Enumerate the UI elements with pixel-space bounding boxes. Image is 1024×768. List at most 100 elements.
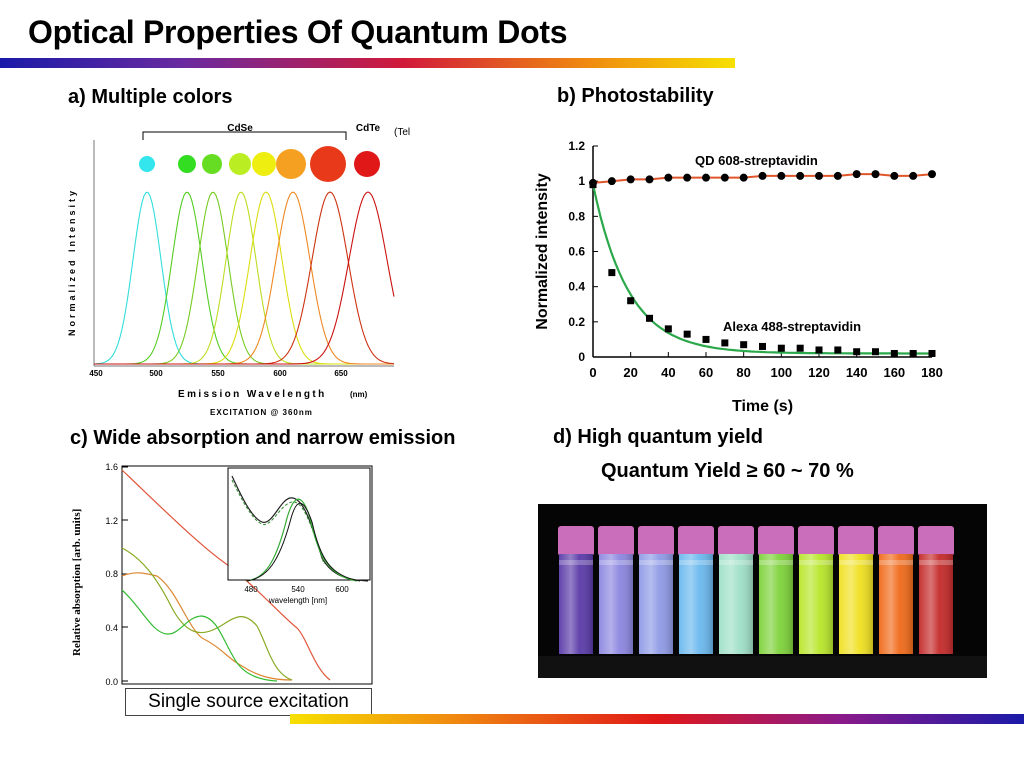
- alexa488-point: [759, 342, 766, 350]
- vial-shine: [799, 554, 833, 654]
- qd608-point: [909, 171, 918, 180]
- vial-rim: [879, 560, 913, 565]
- inset-emission-dark: [246, 502, 361, 582]
- quantum-dot-color-swatches: [139, 146, 380, 182]
- cdte-label: CdTe: [356, 123, 381, 134]
- series-label-qd608: QD 608-streptavidin: [695, 153, 818, 168]
- x-tick-label: 140: [846, 365, 868, 380]
- vial-rim: [599, 560, 633, 565]
- absorption-spectra-figure: Relative absorption [arb. units] 0.0 0.4…: [71, 462, 373, 687]
- vial-shine: [639, 554, 673, 654]
- qd608-point: [833, 171, 842, 180]
- title-gradient-bar: [0, 58, 735, 68]
- vial-rim: [919, 560, 953, 565]
- x-tick-550: 550: [211, 369, 225, 378]
- chart-b-ylabel: Normalized intensity: [534, 173, 551, 330]
- caption-quantum-yield: d) High quantum yield: [553, 426, 763, 448]
- alexa488-point: [702, 335, 710, 343]
- x-tick-label: 20: [623, 365, 637, 380]
- y-tick-label: 0: [578, 350, 585, 364]
- inset-tick-600: 600: [335, 585, 349, 594]
- x-tick-label: 40: [661, 365, 675, 380]
- qd608-point: [758, 171, 767, 180]
- vial-shine: [839, 554, 873, 654]
- qd608-point: [739, 173, 748, 182]
- alexa488-point: [872, 348, 879, 356]
- alexa488-point: [928, 349, 936, 357]
- y-tick-12: 1.2: [105, 516, 118, 526]
- alexa488-point: [815, 346, 823, 354]
- emission-peaks: [93, 191, 395, 365]
- slide-title: Optical Properties Of Quantum Dots: [28, 14, 568, 50]
- panel-a-xlabel: Emission Wavelength: [178, 389, 327, 400]
- vial-shine: [879, 554, 913, 654]
- emission-spectra-figure: CdSe CdTe (Tellurium) Normalized Intensi…: [67, 123, 410, 417]
- color-dot: [229, 153, 251, 175]
- inset-tick-480: 480: [244, 585, 258, 594]
- y-tick-label: 0.4: [568, 280, 585, 294]
- qd608-point: [720, 173, 729, 182]
- caption-multiple-colors: a) Multiple colors: [68, 86, 233, 108]
- inset-xlabel: wavelength [nm]: [268, 596, 327, 605]
- inset-curve-dark: [231, 475, 369, 582]
- alexa488-point: [608, 269, 616, 277]
- alexa488-point: [627, 297, 635, 305]
- vial-rim: [799, 560, 833, 565]
- absorption-curve-orange: [121, 572, 293, 681]
- vial-cap: [718, 526, 754, 556]
- y-tick-16: 1.6: [105, 462, 118, 472]
- emission-inset: [227, 467, 371, 581]
- qd608-point: [607, 177, 616, 186]
- x-tick-label: 100: [770, 365, 792, 380]
- panel-c-ylabel: Relative absorption [arb. units]: [71, 509, 83, 656]
- qd608-point: [796, 171, 805, 180]
- inset-tick-540: 540: [291, 585, 305, 594]
- vial-cap: [838, 526, 874, 556]
- alexa488-point: [721, 339, 729, 347]
- vial-shine: [919, 554, 953, 654]
- footer-gradient-bar: [290, 714, 1024, 724]
- alexa488-point: [740, 341, 748, 349]
- qd608-point: [815, 171, 823, 180]
- vial-cap: [798, 526, 834, 556]
- alexa488-point: [909, 349, 917, 357]
- excitation-note: EXCITATION @ 360nm: [210, 408, 313, 417]
- alexa488-point: [777, 344, 785, 352]
- vial-shine: [679, 554, 713, 654]
- x-tick-450: 450: [89, 369, 103, 378]
- vial-cap: [758, 526, 794, 556]
- caption-wide-absorption: c) Wide absorption and narrow emission: [70, 427, 456, 449]
- vial-cap: [918, 526, 954, 556]
- color-dot: [139, 156, 155, 172]
- y-tick-04: 0.4: [105, 623, 118, 633]
- qd608-point: [664, 173, 673, 182]
- cdse-label: CdSe: [227, 123, 253, 134]
- y-tick-08: 0.8: [105, 569, 118, 579]
- chart-b-xlabel: Time (s): [732, 398, 793, 415]
- alexa488-point: [796, 344, 804, 352]
- single-source-label: Single source excitation: [125, 688, 372, 716]
- cdse-bracket: [142, 131, 347, 140]
- series-label-alexa488: Alexa 488-streptavidin: [723, 319, 861, 334]
- color-dot: [354, 151, 380, 177]
- vial-rim: [839, 560, 873, 565]
- qd608-point: [777, 171, 786, 180]
- vial-shine: [599, 554, 633, 654]
- alexa488-point: [890, 349, 898, 357]
- absorption-curve-red: [121, 469, 331, 681]
- qd608-point: [683, 173, 692, 182]
- absorption-curve-green: [121, 589, 278, 682]
- vial-rim: [759, 560, 793, 565]
- y-tick-label: 0.2: [568, 315, 585, 329]
- quantum-dot-vials-photo: [538, 504, 987, 678]
- qd608-point: [645, 175, 654, 184]
- color-dot: [252, 152, 276, 176]
- color-dot: [276, 149, 306, 179]
- y-tick-label: 1.2: [568, 139, 585, 153]
- vial-cap: [878, 526, 914, 556]
- x-tick-600: 600: [273, 369, 287, 378]
- vial-shine: [719, 554, 753, 654]
- vial-rim: [639, 560, 673, 565]
- y-tick-label: 1: [578, 174, 585, 188]
- vial-shine: [559, 554, 593, 654]
